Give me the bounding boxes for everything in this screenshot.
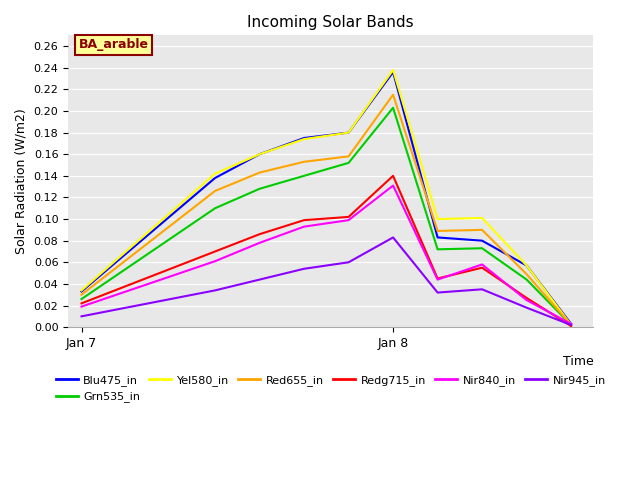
Redg715_in — [389, 173, 397, 179]
Nir840_in — [211, 258, 219, 264]
Yel580_in — [523, 263, 531, 268]
Nir840_in — [389, 183, 397, 189]
Nir945_in — [567, 322, 575, 328]
Red655_in — [77, 292, 85, 298]
Blu475_in — [523, 263, 531, 268]
Line: Nir945_in: Nir945_in — [81, 238, 571, 325]
Grn535_in — [567, 322, 575, 328]
Nir840_in — [523, 297, 531, 303]
Blu475_in — [345, 130, 353, 135]
Nir840_in — [434, 276, 442, 282]
Redg715_in — [211, 249, 219, 254]
Yel580_in — [345, 130, 353, 135]
Grn535_in — [345, 160, 353, 166]
Line: Redg715_in: Redg715_in — [81, 176, 571, 326]
Line: Nir840_in: Nir840_in — [81, 186, 571, 324]
Yel580_in — [478, 215, 486, 221]
Blu475_in — [567, 321, 575, 327]
Redg715_in — [345, 214, 353, 220]
Line: Grn535_in: Grn535_in — [81, 108, 571, 325]
Redg715_in — [122, 283, 130, 289]
Blu475_in — [256, 151, 264, 157]
Nir945_in — [523, 305, 531, 311]
Grn535_in — [166, 236, 174, 241]
Redg715_in — [300, 217, 308, 223]
Nir945_in — [300, 266, 308, 272]
Red655_in — [523, 271, 531, 277]
Yel580_in — [434, 216, 442, 222]
Grn535_in — [478, 245, 486, 251]
Nir945_in — [345, 259, 353, 265]
Nir945_in — [166, 296, 174, 302]
Yel580_in — [166, 210, 174, 216]
Text: BA_arable: BA_arable — [79, 38, 148, 51]
Legend: Blu475_in, Grn535_in, Yel580_in, Red655_in, Redg715_in, Nir840_in, Nir945_in: Blu475_in, Grn535_in, Yel580_in, Red655_… — [51, 371, 611, 407]
Nir945_in — [256, 276, 264, 282]
Redg715_in — [478, 265, 486, 271]
Nir945_in — [211, 288, 219, 293]
Blu475_in — [478, 238, 486, 243]
Yel580_in — [567, 322, 575, 328]
Blu475_in — [166, 213, 174, 219]
Nir840_in — [256, 240, 264, 246]
Yel580_in — [389, 67, 397, 73]
Blu475_in — [122, 251, 130, 256]
Red655_in — [122, 257, 130, 263]
Grn535_in — [389, 105, 397, 110]
Red655_in — [389, 92, 397, 97]
Blu475_in — [300, 135, 308, 141]
Grn535_in — [77, 296, 85, 302]
Red655_in — [300, 159, 308, 165]
Blu475_in — [389, 69, 397, 75]
Grn535_in — [523, 276, 531, 282]
Line: Yel580_in: Yel580_in — [81, 70, 571, 325]
Redg715_in — [434, 276, 442, 281]
Grn535_in — [434, 246, 442, 252]
Title: Incoming Solar Bands: Incoming Solar Bands — [248, 15, 414, 30]
Line: Blu475_in: Blu475_in — [81, 72, 571, 324]
X-axis label: Time: Time — [563, 355, 593, 369]
Blu475_in — [211, 175, 219, 181]
Redg715_in — [77, 300, 85, 306]
Nir840_in — [122, 288, 130, 294]
Blu475_in — [434, 235, 442, 240]
Redg715_in — [256, 231, 264, 237]
Yel580_in — [211, 171, 219, 177]
Grn535_in — [300, 173, 308, 179]
Nir945_in — [122, 305, 130, 311]
Grn535_in — [211, 205, 219, 211]
Yel580_in — [77, 288, 85, 293]
Redg715_in — [567, 323, 575, 329]
Red655_in — [567, 322, 575, 328]
Nir945_in — [77, 313, 85, 319]
Redg715_in — [523, 295, 531, 301]
Red655_in — [166, 223, 174, 228]
Yel580_in — [300, 136, 308, 142]
Yel580_in — [122, 249, 130, 254]
Yel580_in — [256, 151, 264, 157]
Nir840_in — [166, 274, 174, 279]
Blu475_in — [77, 288, 85, 294]
Nir945_in — [478, 287, 486, 292]
Nir840_in — [300, 224, 308, 229]
Line: Red655_in: Red655_in — [81, 95, 571, 325]
Red655_in — [478, 227, 486, 233]
Nir840_in — [567, 321, 575, 327]
Redg715_in — [166, 266, 174, 272]
Nir945_in — [389, 235, 397, 240]
Nir840_in — [77, 304, 85, 310]
Y-axis label: Solar Radiation (W/m2): Solar Radiation (W/m2) — [15, 108, 28, 254]
Grn535_in — [256, 186, 264, 192]
Nir840_in — [345, 217, 353, 223]
Nir945_in — [434, 289, 442, 295]
Grn535_in — [122, 266, 130, 272]
Red655_in — [256, 170, 264, 176]
Red655_in — [345, 154, 353, 159]
Red655_in — [211, 188, 219, 194]
Red655_in — [434, 228, 442, 234]
Nir840_in — [478, 262, 486, 267]
